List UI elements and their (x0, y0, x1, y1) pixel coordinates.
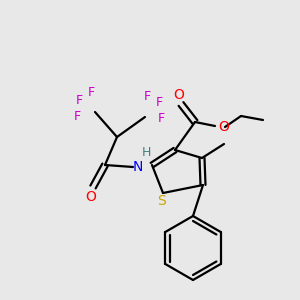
Text: O: O (174, 88, 184, 102)
Text: F: F (74, 110, 81, 122)
Text: O: O (219, 120, 230, 134)
Text: S: S (157, 194, 165, 208)
Text: F: F (87, 85, 94, 98)
Text: O: O (85, 190, 96, 204)
Text: N: N (133, 160, 143, 174)
Text: H: H (141, 146, 151, 160)
Text: F: F (75, 94, 82, 106)
Text: F: F (143, 91, 151, 103)
Text: F: F (155, 97, 163, 110)
Text: F: F (158, 112, 165, 125)
